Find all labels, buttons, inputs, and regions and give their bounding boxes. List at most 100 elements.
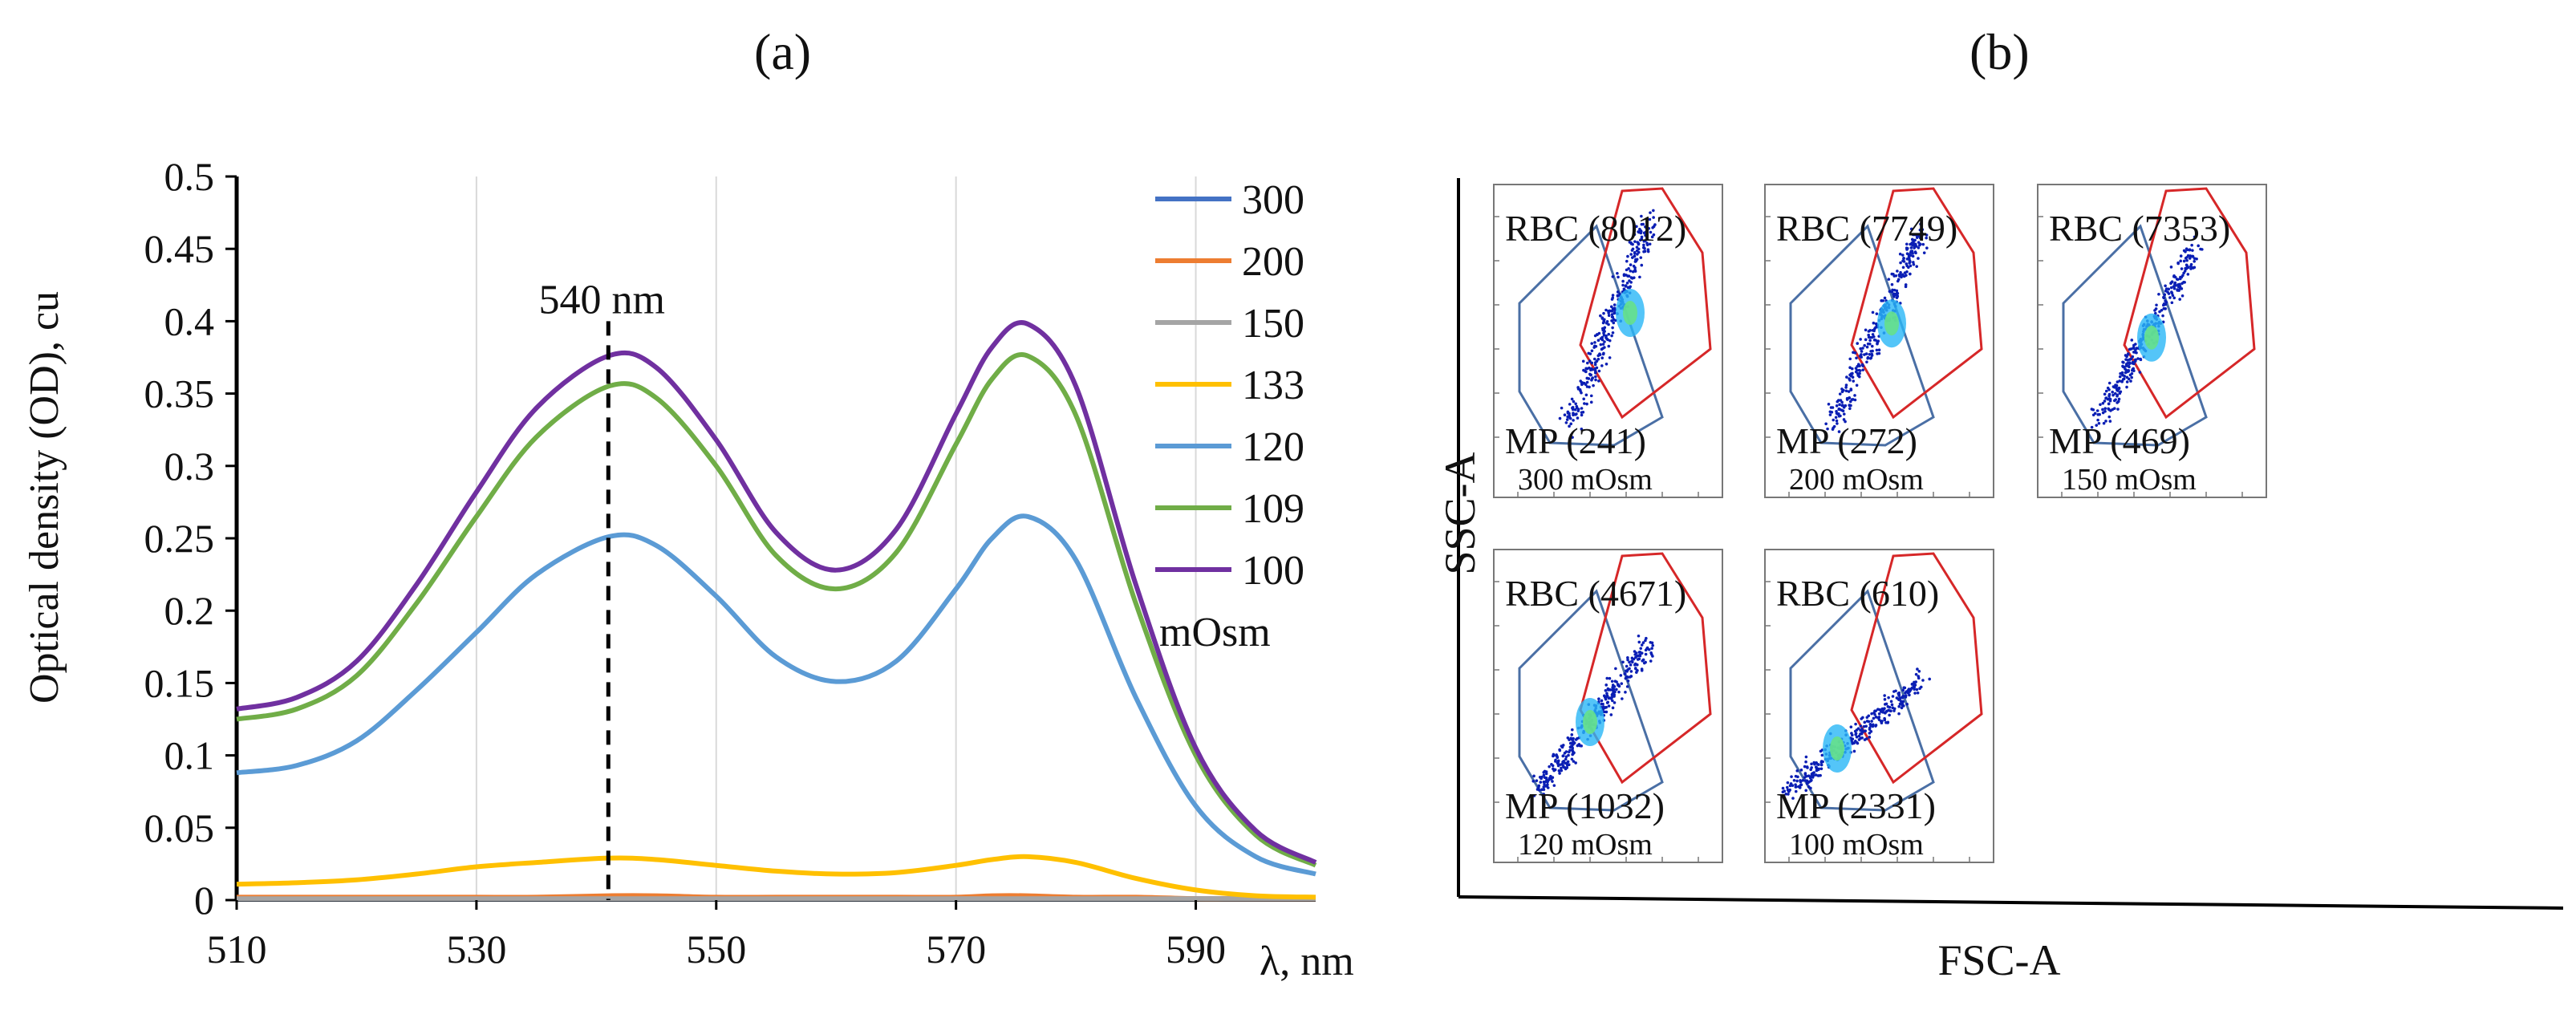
density-peak bbox=[1623, 301, 1637, 325]
event-dot bbox=[1602, 351, 1605, 355]
peak-annotation: 540 nm bbox=[539, 277, 665, 322]
event-dot bbox=[1905, 246, 1909, 250]
event-dot bbox=[1917, 243, 1921, 247]
event-dot bbox=[2116, 408, 2120, 411]
event-dot bbox=[2112, 393, 2115, 397]
event-dot bbox=[1909, 264, 1913, 268]
event-dot bbox=[1844, 404, 1848, 408]
event-dot bbox=[1806, 766, 1809, 769]
event-dot bbox=[1905, 702, 1909, 706]
y-tick-label: 0.45 bbox=[144, 226, 215, 271]
event-dot bbox=[1572, 419, 1575, 422]
fsc-axis-line bbox=[1458, 895, 2564, 910]
event-dot bbox=[1652, 216, 1655, 219]
series-line-120 bbox=[236, 513, 1316, 877]
event-dot bbox=[1640, 263, 1644, 267]
event-dot bbox=[1607, 311, 1610, 314]
event-dot bbox=[1901, 254, 1905, 257]
event-dot bbox=[1560, 766, 1563, 770]
event-dot bbox=[1563, 413, 1567, 416]
event-dot bbox=[1633, 233, 1637, 237]
osmolarity-label: 150 mOsm bbox=[2062, 463, 2197, 497]
event-dot bbox=[1627, 274, 1631, 278]
event-dot bbox=[1860, 732, 1864, 736]
event-dot bbox=[1552, 754, 1555, 758]
event-dot bbox=[1611, 275, 1615, 278]
mp-gate bbox=[1789, 589, 1935, 812]
event-dot bbox=[1649, 659, 1653, 663]
event-dot bbox=[1629, 263, 1633, 266]
event-dot bbox=[1877, 718, 1881, 721]
event-dot bbox=[2185, 263, 2189, 267]
event-dot bbox=[1849, 725, 1853, 728]
event-dot bbox=[1889, 700, 1893, 704]
event-dot bbox=[1877, 351, 1881, 355]
event-dot bbox=[2090, 408, 2094, 411]
event-dot bbox=[1621, 697, 1624, 700]
event-dot bbox=[1917, 246, 1921, 249]
event-dot bbox=[2122, 377, 2126, 381]
event-dot bbox=[1567, 753, 1570, 757]
event-dot bbox=[1804, 760, 1807, 764]
event-dot bbox=[1890, 290, 1894, 294]
event-dot bbox=[2193, 260, 2197, 263]
event-dot bbox=[2183, 281, 2186, 284]
event-dot bbox=[2113, 391, 2117, 395]
y-tick-label: 0.2 bbox=[164, 588, 215, 633]
event-dot bbox=[2185, 258, 2189, 262]
event-dot bbox=[2182, 259, 2186, 263]
event-dot bbox=[1580, 391, 1583, 395]
event-dot bbox=[1641, 222, 1645, 226]
event-dot bbox=[2180, 282, 2184, 286]
event-dot bbox=[1907, 688, 1911, 691]
event-dot bbox=[1855, 368, 1859, 372]
event-dot bbox=[2164, 284, 2167, 288]
event-dot bbox=[1611, 686, 1614, 689]
event-dot bbox=[1814, 765, 1818, 769]
event-dot bbox=[1890, 282, 1894, 286]
event-dot bbox=[2193, 235, 2197, 239]
event-dot bbox=[1580, 383, 1584, 387]
event-dot bbox=[1872, 321, 1876, 325]
event-dot bbox=[1590, 378, 1593, 382]
event-dot bbox=[1888, 290, 1892, 294]
event-dot bbox=[1876, 708, 1880, 711]
event-dot bbox=[1913, 238, 1917, 242]
event-dot bbox=[1633, 276, 1636, 279]
event-dot bbox=[1840, 400, 1844, 404]
event-dot bbox=[2168, 296, 2172, 299]
event-dot bbox=[1838, 408, 1842, 412]
event-dot bbox=[1602, 311, 1605, 315]
event-dot bbox=[2184, 249, 2187, 254]
event-dot bbox=[1603, 346, 1606, 349]
event-dot bbox=[2107, 415, 2112, 419]
event-dot bbox=[1860, 350, 1864, 353]
event-dot bbox=[2175, 278, 2179, 281]
event-dot bbox=[1644, 648, 1648, 652]
event-dot bbox=[1868, 352, 1872, 356]
event-dot bbox=[1895, 289, 1899, 293]
event-dot bbox=[1862, 724, 1866, 728]
event-dot bbox=[1871, 724, 1875, 728]
event-dot bbox=[2121, 360, 2124, 364]
event-dot bbox=[1820, 760, 1824, 764]
event-dot bbox=[1921, 242, 1925, 246]
event-dot bbox=[1605, 692, 1608, 696]
event-dot bbox=[1631, 247, 1635, 251]
event-dot bbox=[1834, 416, 1838, 420]
event-dot bbox=[1611, 307, 1615, 310]
event-dot bbox=[1568, 738, 1571, 741]
event-dot bbox=[1863, 353, 1866, 356]
event-dot bbox=[1623, 672, 1626, 675]
event-dot bbox=[1562, 760, 1565, 763]
event-dot bbox=[1570, 757, 1574, 761]
event-dot bbox=[1831, 406, 1835, 409]
event-dot bbox=[1574, 738, 1578, 741]
event-dot bbox=[1611, 326, 1614, 330]
event-dot bbox=[1576, 416, 1580, 420]
event-dot bbox=[1625, 282, 1629, 285]
event-dot bbox=[1597, 697, 1600, 701]
event-dot bbox=[1855, 728, 1859, 732]
event-dot bbox=[1624, 676, 1628, 680]
legend-label-300: 300 bbox=[1242, 177, 1304, 223]
